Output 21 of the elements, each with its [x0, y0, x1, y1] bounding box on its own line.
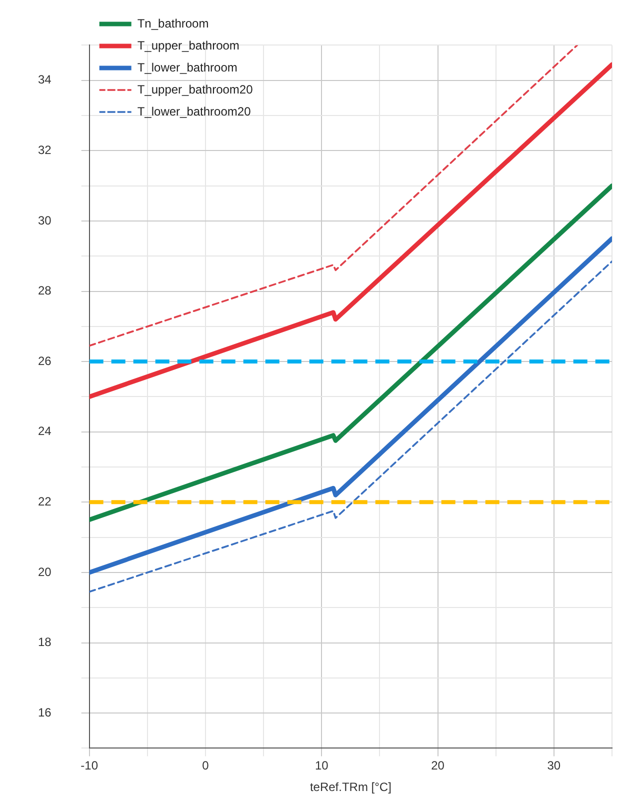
y-tick-label: 32 [38, 142, 52, 157]
y-tick-label: 24 [38, 424, 52, 438]
y-tick-label: 26 [38, 354, 52, 368]
legend-label: T_upper_bathroom20 [137, 82, 254, 96]
x-tick-label: -10 [80, 758, 98, 773]
x-tick-label: 30 [547, 758, 561, 773]
y-tick-label: 30 [38, 213, 52, 228]
legend-label: T_lower_bathroom [137, 60, 238, 74]
y-tick-label: 16 [38, 705, 52, 720]
y-tick-label: 34 [38, 72, 52, 87]
x-tick-label: 0 [202, 758, 210, 773]
y-tick-label: 22 [38, 494, 52, 508]
x-tick-label: 10 [314, 758, 329, 773]
y-tick-label: 20 [38, 564, 52, 579]
y-tick-label: 18 [38, 635, 52, 650]
x-tick-label: 20 [431, 758, 445, 773]
legend-label: T_upper_bathroom [137, 38, 240, 52]
x-axis-title: teRef.TRm [°C] [310, 780, 392, 794]
y-tick-label: 28 [38, 284, 52, 298]
legend-label: Tn_bathroom [137, 16, 209, 30]
legend-label: T_lower_bathroom20 [137, 104, 252, 118]
